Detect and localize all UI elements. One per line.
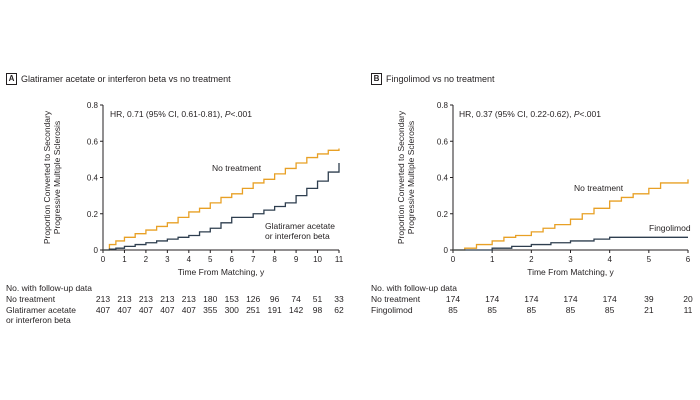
panel-b-x-tick-label: 2 [529, 255, 534, 264]
panel-a-series-label: No treatment [212, 163, 262, 173]
risk-count: 191 [267, 305, 282, 315]
panel-b-letter: B [371, 73, 382, 85]
risk-count: 213 [95, 294, 111, 304]
panel-a-x-tick-label: 5 [208, 255, 213, 264]
panel-a-x-tick-label: 10 [313, 255, 322, 264]
risk-count: 174 [524, 294, 539, 304]
panel-a-series-no-treatment [103, 148, 340, 251]
panel-b-x-tick-label: 3 [568, 255, 573, 264]
panel-a-x-tick-label: 8 [272, 255, 277, 264]
panel-a-series-label: Glatiramer acetate [265, 221, 335, 231]
panel-b-x-tick-label: 1 [490, 255, 495, 264]
risk-count: 174 [563, 294, 578, 304]
panel-b-x-tick-label: 6 [686, 255, 691, 264]
panel-a-y-tick-label: 0 [94, 246, 99, 255]
panel-a-series-label: or interferon beta [265, 231, 330, 241]
risk-count: 98 [312, 305, 323, 315]
risk-count: 20 [683, 294, 693, 304]
risk-row-label: Glatiramer acetate [6, 305, 76, 315]
panel-b-y-axis-label: Proportion Converted to Secondary [396, 110, 406, 244]
panel-b-hr-annotation: HR, 0.37 (95% CI, 0.22-0.62), P<.001 [459, 109, 601, 119]
panel-b-series-no-treatment [453, 179, 689, 251]
risk-count: 213 [117, 294, 132, 304]
risk-count: 213 [138, 294, 153, 304]
risk-count: 39 [644, 294, 654, 304]
risk-count: 85 [565, 305, 576, 315]
risk-count: 213 [181, 294, 196, 304]
risk-row-label: No treatment [371, 294, 421, 304]
panel-a-title-text: Glatiramer acetate or interferon beta vs… [21, 74, 231, 84]
panel-b-y-tick-label: 0.6 [437, 137, 449, 146]
panel-a-series-treatment [103, 163, 340, 251]
panel-b-y-tick-label: 0.4 [437, 174, 449, 183]
panel-b-y-axis-label: Progressive Multiple Sclerosis [406, 121, 416, 234]
risk-count: 180 [203, 294, 218, 304]
risk-row-label: or interferon beta [6, 315, 71, 325]
panel-a-x-axis-label: Time From Matching, y [178, 267, 265, 277]
panel-b-series-label: Fingolimod [649, 223, 691, 233]
panel-a-y-tick-label: 0.2 [87, 210, 99, 219]
risk-count: 126 [246, 294, 261, 304]
risk-count: 174 [602, 294, 617, 304]
panel-b-series-label: No treatment [574, 183, 624, 193]
panel-a-hr-annotation: HR, 0.71 (95% CI, 0.61-0.81), P<.001 [110, 109, 252, 119]
risk-count: 85 [448, 305, 458, 315]
panel-a-y-tick-label: 0.6 [87, 137, 99, 146]
panel-b-y-tick-label: 0.8 [437, 101, 449, 110]
risk-count: 407 [181, 305, 196, 315]
risk-count: 213 [160, 294, 175, 304]
risk-count: 11 [683, 305, 693, 315]
panel-a-y-axis-label: Progressive Multiple Sclerosis [52, 121, 62, 234]
panel-b-x-axis-label: Time From Matching, y [527, 267, 614, 277]
risk-count: 407 [138, 305, 153, 315]
risk-row-label: Fingolimod [371, 305, 413, 315]
risk-table-a-header: No. with follow-up data [6, 283, 92, 293]
panel-b-y-tick-label: 0.2 [437, 210, 449, 219]
risk-count: 153 [224, 294, 239, 304]
risk-count: 51 [312, 294, 323, 304]
risk-count: 21 [644, 305, 654, 315]
risk-row-label: No treatment [6, 294, 56, 304]
panel-b-x-tick-label: 4 [607, 255, 612, 264]
panel-a-x-tick-label: 2 [144, 255, 149, 264]
panel-b-title-text: Fingolimod vs no treatment [386, 74, 495, 84]
risk-count: 62 [334, 305, 344, 315]
panel-b-x-tick-label: 5 [647, 255, 652, 264]
panel-a-x-tick-label: 7 [251, 255, 256, 264]
panel-a-title: A Glatiramer acetate or interferon beta … [6, 73, 231, 85]
panel-a-x-tick-label: 4 [187, 255, 192, 264]
panel-a-x-tick-label: 3 [165, 255, 170, 264]
risk-count: 85 [526, 305, 537, 315]
panel-a-x-tick-label: 0 [101, 255, 106, 264]
risk-count: 74 [291, 294, 301, 304]
panel-b-x-tick-label: 0 [451, 255, 456, 264]
risk-count: 174 [445, 294, 461, 304]
panel-a-y-tick-label: 0.8 [87, 101, 99, 110]
panel-a-letter: A [6, 73, 17, 85]
risk-count: 85 [487, 305, 497, 315]
panel-a-x-tick-label: 9 [294, 255, 299, 264]
panel-a-x-tick-label: 6 [230, 255, 235, 264]
risk-count: 407 [117, 305, 132, 315]
risk-count: 174 [485, 294, 500, 304]
risk-count: 407 [95, 305, 111, 315]
risk-count: 96 [269, 294, 280, 304]
panel-b-y-tick-label: 0 [444, 246, 449, 255]
risk-count: 85 [604, 305, 615, 315]
panel-b-series-treatment [453, 236, 688, 251]
risk-count: 33 [334, 294, 344, 304]
panel-b-title: B Fingolimod vs no treatment [371, 73, 495, 85]
risk-count: 251 [246, 305, 261, 315]
risk-count: 300 [224, 305, 239, 315]
panel-a-y-axis-label: Proportion Converted to Secondary [42, 110, 52, 244]
panel-a-y-tick-label: 0.4 [87, 174, 99, 183]
risk-count: 355 [203, 305, 218, 315]
risk-count: 407 [160, 305, 175, 315]
risk-count: 142 [288, 305, 304, 315]
panel-a-x-tick-label: 11 [335, 255, 344, 264]
panel-a-x-tick-label: 1 [122, 255, 127, 264]
risk-table-b-header: No. with follow-up data [371, 283, 457, 293]
